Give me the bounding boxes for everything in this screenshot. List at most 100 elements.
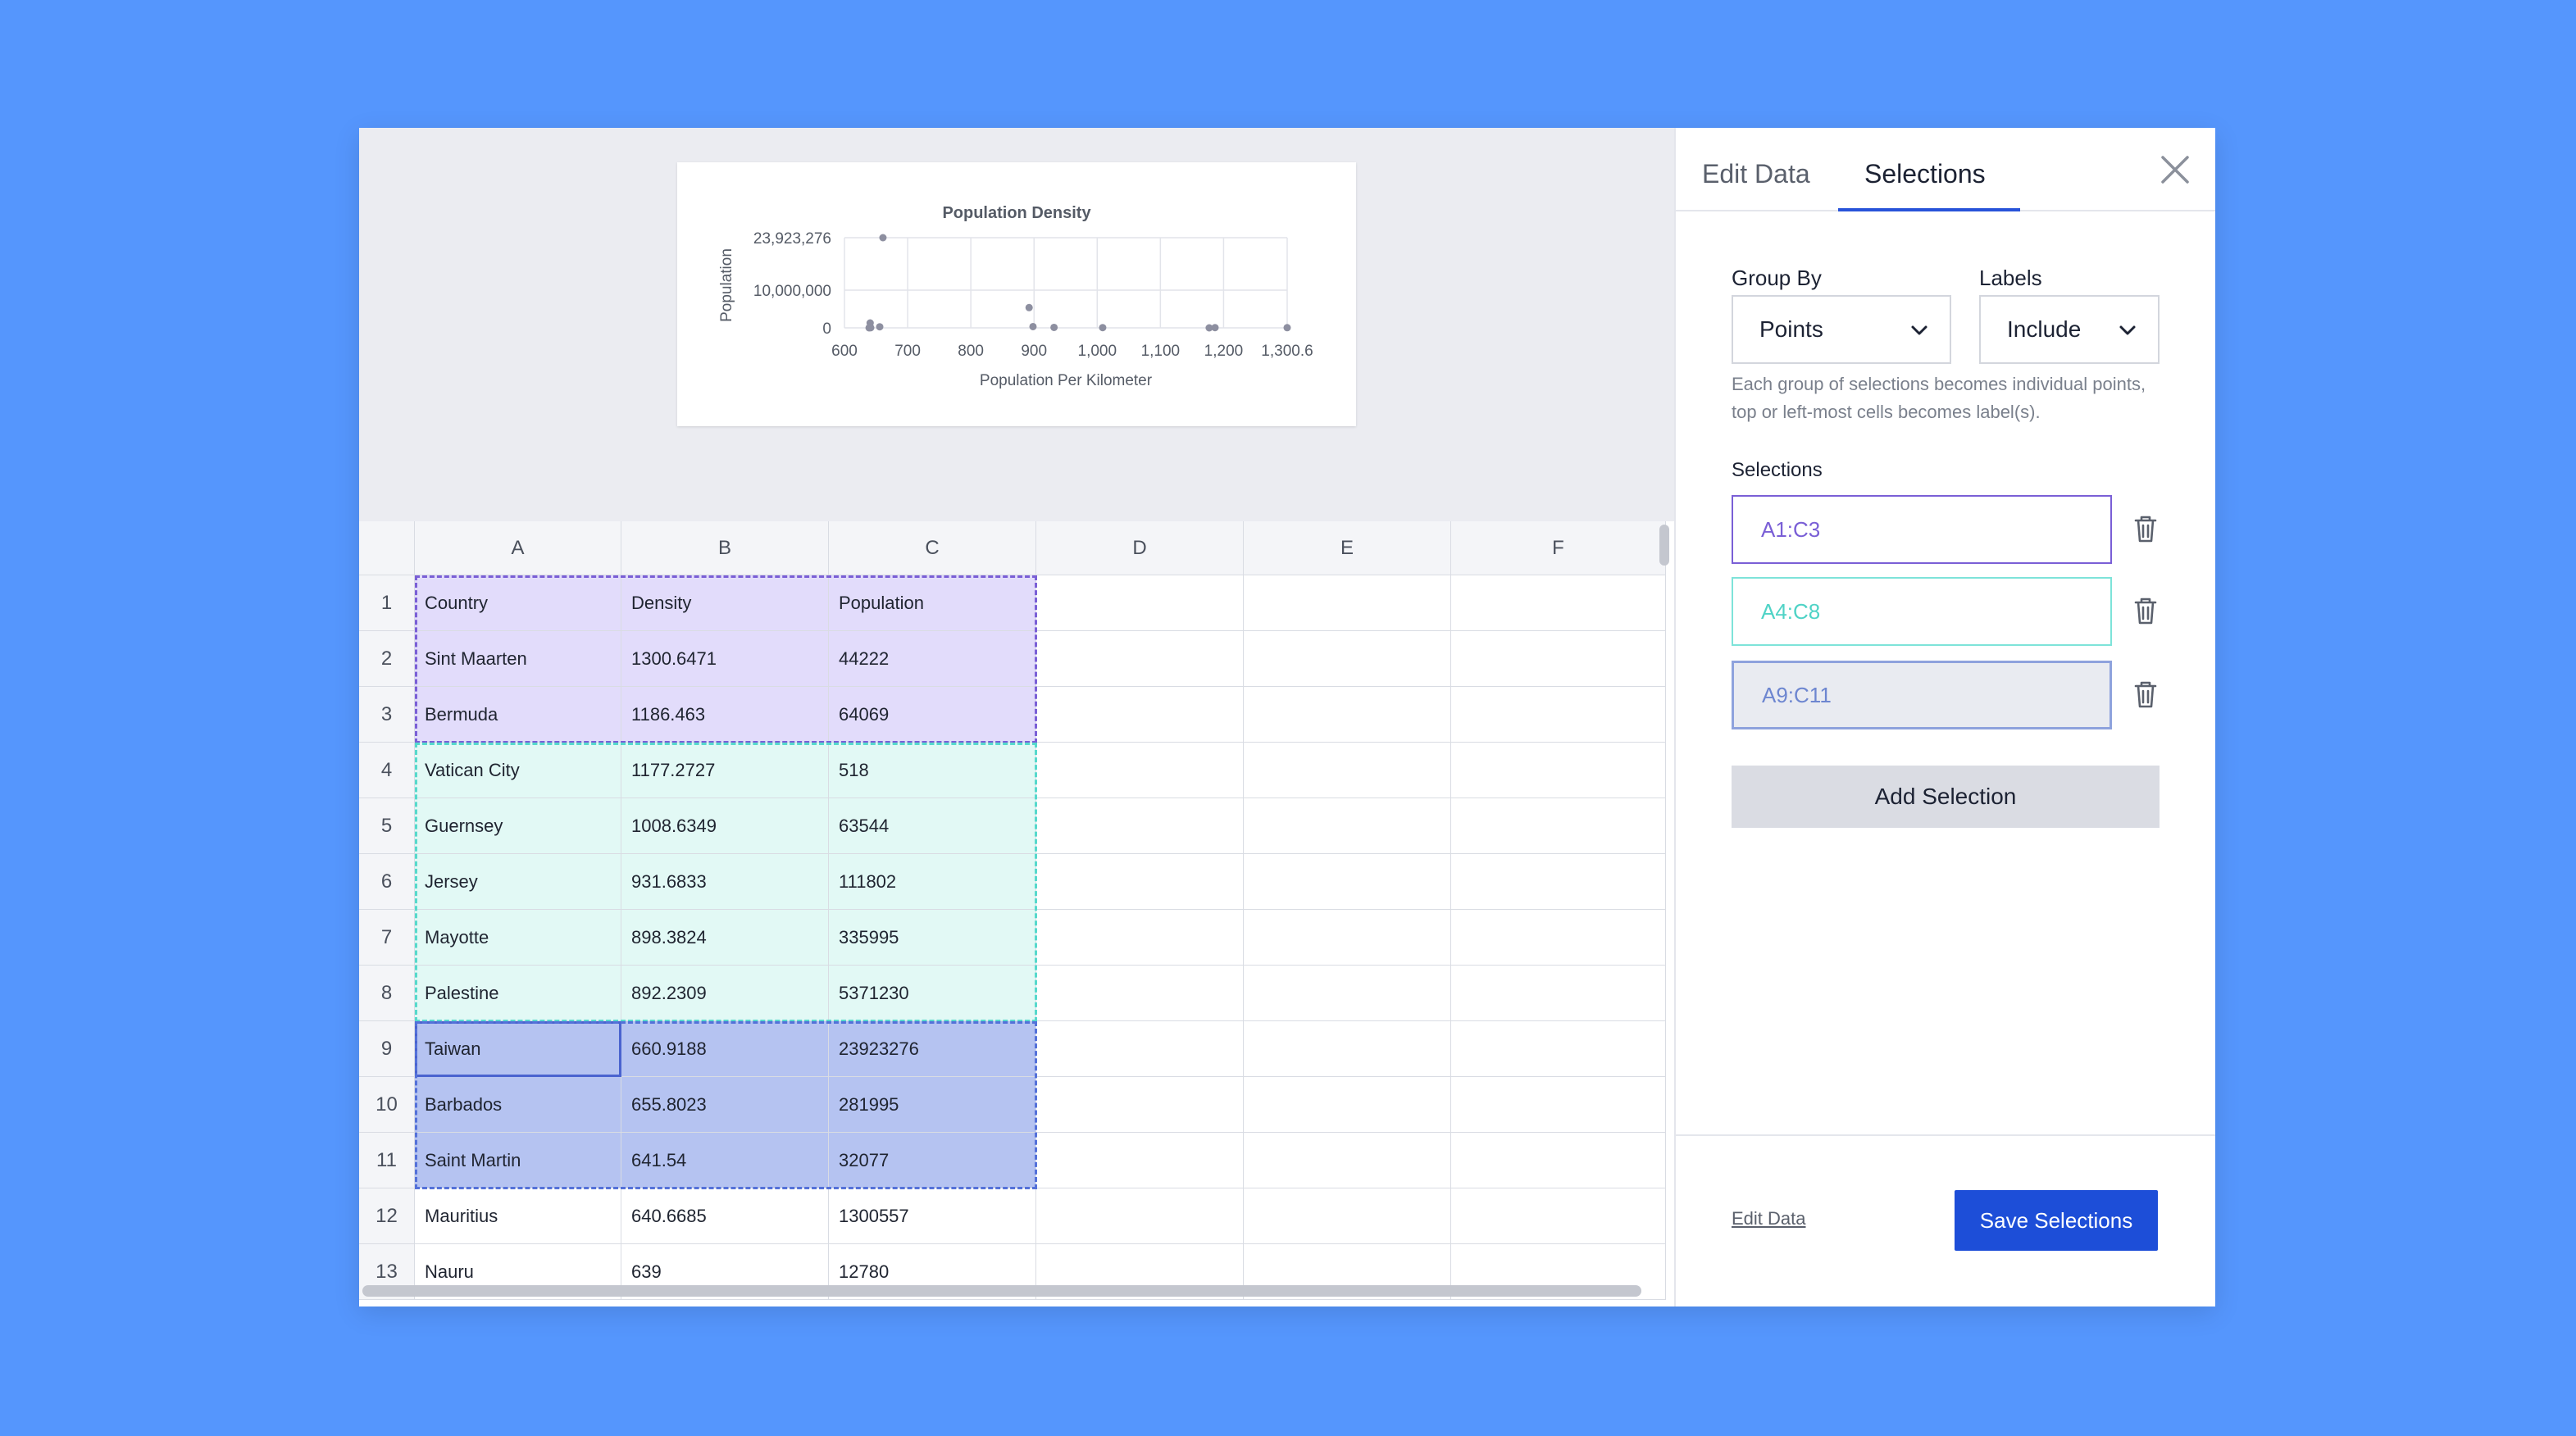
save-selections-button[interactable]: Save Selections [1955,1190,2158,1251]
table-cell[interactable]: 32077 [829,1133,1036,1188]
row-header[interactable]: 10 [359,1077,415,1133]
table-cell[interactable] [1036,1188,1244,1244]
table-cell[interactable]: Population [829,575,1036,631]
table-cell[interactable] [1036,743,1244,798]
table-cell[interactable]: 640.6685 [621,1188,829,1244]
table-cell[interactable]: 44222 [829,631,1036,687]
table-cell[interactable] [1036,631,1244,687]
table-cell[interactable] [1244,1133,1451,1188]
table-cell[interactable]: 639 [621,1244,829,1300]
table-cell[interactable] [1244,575,1451,631]
row-header[interactable]: 4 [359,743,415,798]
table-cell[interactable] [1244,743,1451,798]
table-cell[interactable] [1244,1244,1451,1300]
table-cell[interactable] [1451,687,1666,743]
table-cell[interactable] [1451,743,1666,798]
table-cell[interactable]: 1177.2727 [621,743,829,798]
table-cell[interactable]: 1008.6349 [621,798,829,854]
table-cell[interactable] [1244,798,1451,854]
table-cell[interactable] [1244,1077,1451,1133]
column-header-e[interactable]: E [1244,521,1451,575]
table-cell[interactable] [1036,1077,1244,1133]
table-cell[interactable]: 335995 [829,910,1036,966]
selection-range-input[interactable]: A1:C3 [1732,495,2112,564]
table-cell[interactable] [1244,631,1451,687]
table-cell[interactable] [1036,798,1244,854]
table-cell[interactable] [1451,1077,1666,1133]
table-cell[interactable]: Vatican City [415,743,621,798]
table-cell[interactable]: 64069 [829,687,1036,743]
table-cell[interactable] [1451,1188,1666,1244]
table-cell[interactable]: Nauru [415,1244,621,1300]
delete-selection-button[interactable] [2132,679,2160,710]
row-header[interactable]: 12 [359,1188,415,1244]
table-cell[interactable] [1451,1021,1666,1077]
row-header[interactable]: 7 [359,910,415,966]
table-cell[interactable] [1244,1188,1451,1244]
table-cell[interactable]: Density [621,575,829,631]
group-by-select[interactable]: Points [1732,295,1951,364]
table-cell[interactable]: Saint Martin [415,1133,621,1188]
add-selection-button[interactable]: Add Selection [1732,766,2160,828]
close-button[interactable] [2156,151,2194,189]
table-cell[interactable]: 898.3824 [621,910,829,966]
table-cell[interactable] [1244,966,1451,1021]
table-cell[interactable]: 111802 [829,854,1036,910]
table-cell[interactable]: Barbados [415,1077,621,1133]
row-header[interactable]: 3 [359,687,415,743]
column-header-c[interactable]: C [829,521,1036,575]
table-cell[interactable]: Country [415,575,621,631]
table-cell[interactable]: 1300.6471 [621,631,829,687]
labels-select[interactable]: Include [1979,295,2160,364]
sheet-corner[interactable] [359,521,415,575]
table-cell[interactable]: 660.9188 [621,1021,829,1077]
table-cell[interactable]: 63544 [829,798,1036,854]
column-header-f[interactable]: F [1451,521,1666,575]
table-cell[interactable]: 518 [829,743,1036,798]
table-cell[interactable] [1451,1244,1666,1300]
edit-data-link[interactable]: Edit Data [1732,1208,1806,1229]
table-cell[interactable]: Guernsey [415,798,621,854]
table-cell[interactable] [1244,1021,1451,1077]
selection-range-input[interactable]: A4:C8 [1732,577,2112,646]
row-header[interactable]: 5 [359,798,415,854]
row-header[interactable]: 11 [359,1133,415,1188]
table-cell[interactable] [1451,910,1666,966]
column-header-d[interactable]: D [1036,521,1244,575]
delete-selection-button[interactable] [2132,513,2160,544]
tab-selections[interactable]: Selections [1864,159,1986,189]
table-cell[interactable]: 1186.463 [621,687,829,743]
table-cell[interactable]: 931.6833 [621,854,829,910]
active-cell[interactable]: Taiwan [415,1021,621,1077]
table-cell[interactable]: 1300557 [829,1188,1036,1244]
table-cell[interactable]: 5371230 [829,966,1036,1021]
table-cell[interactable] [1036,575,1244,631]
horizontal-scrollbar[interactable] [362,1285,1641,1297]
tab-edit-data[interactable]: Edit Data [1702,159,1810,189]
table-cell[interactable]: Mauritius [415,1188,621,1244]
table-cell[interactable] [1451,798,1666,854]
table-cell[interactable]: Jersey [415,854,621,910]
row-header[interactable]: 9 [359,1021,415,1077]
table-cell[interactable] [1036,1133,1244,1188]
row-header[interactable]: 2 [359,631,415,687]
table-cell[interactable] [1451,631,1666,687]
table-cell[interactable]: 892.2309 [621,966,829,1021]
column-header-a[interactable]: A [415,521,621,575]
table-cell[interactable] [1036,854,1244,910]
table-cell[interactable] [1036,910,1244,966]
table-cell[interactable] [1036,1021,1244,1077]
table-cell[interactable]: 23923276 [829,1021,1036,1077]
table-cell[interactable]: 281995 [829,1077,1036,1133]
selection-range-input[interactable]: A9:C11 [1732,661,2112,729]
table-cell[interactable] [1036,687,1244,743]
table-cell[interactable] [1451,575,1666,631]
vertical-scrollbar[interactable] [1659,525,1669,566]
table-cell[interactable] [1036,966,1244,1021]
table-cell[interactable]: Bermuda [415,687,621,743]
table-cell[interactable]: 655.8023 [621,1077,829,1133]
table-cell[interactable]: 641.54 [621,1133,829,1188]
table-cell[interactable]: 12780 [829,1244,1036,1300]
table-cell[interactable] [1451,854,1666,910]
